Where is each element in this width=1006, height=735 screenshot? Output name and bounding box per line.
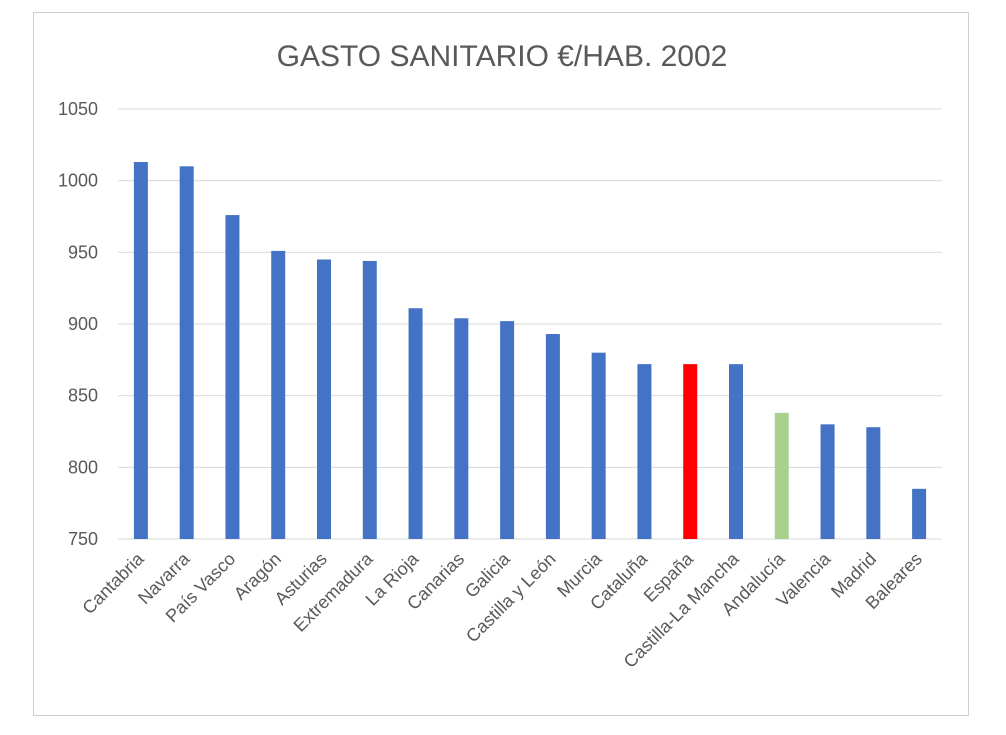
y-axis-ticks: 750 800 850 900 950 1000 1050 xyxy=(58,99,98,549)
bar-3 xyxy=(271,250,286,539)
y-tick-label: 800 xyxy=(68,457,98,477)
x-tick-label: Cantabria xyxy=(78,548,148,618)
bar-14 xyxy=(774,412,789,539)
bars xyxy=(133,162,927,540)
bar-11 xyxy=(637,364,652,539)
y-tick-label: 950 xyxy=(68,242,98,262)
bar-6 xyxy=(408,308,423,539)
bar-15 xyxy=(820,424,835,539)
y-tick-label: 850 xyxy=(68,386,98,406)
bar-12 xyxy=(683,364,698,539)
bar-16 xyxy=(866,427,881,539)
bar-4 xyxy=(317,259,331,539)
bar-2 xyxy=(225,215,240,540)
bar-5 xyxy=(362,260,377,539)
y-tick-label: 750 xyxy=(68,529,98,549)
bar-17 xyxy=(912,488,927,539)
gridlines xyxy=(118,108,942,540)
y-tick-label: 1000 xyxy=(58,171,98,191)
bar-1 xyxy=(179,166,194,540)
y-tick-label: 1050 xyxy=(58,99,98,119)
bar-0 xyxy=(133,162,148,540)
bar-8 xyxy=(500,321,515,539)
y-tick-label: 900 xyxy=(68,314,98,334)
bar-10 xyxy=(591,352,606,539)
chart-title: GASTO SANITARIO €/HAB. 2002 xyxy=(277,40,728,73)
bar-9 xyxy=(545,334,560,539)
bar-13 xyxy=(729,364,743,539)
bar-7 xyxy=(454,318,469,539)
